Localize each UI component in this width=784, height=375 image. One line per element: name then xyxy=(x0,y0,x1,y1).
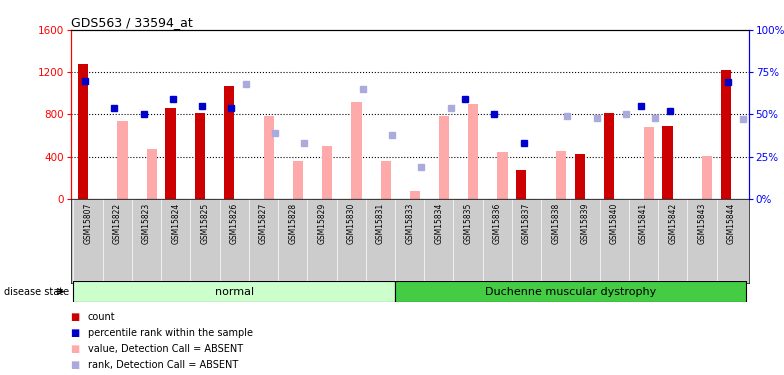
Bar xyxy=(322,146,332,199)
Bar xyxy=(395,281,746,302)
Bar xyxy=(468,104,478,199)
Text: GSM15841: GSM15841 xyxy=(639,203,648,244)
Text: normal: normal xyxy=(215,286,254,297)
Text: count: count xyxy=(88,312,115,322)
Text: ■: ■ xyxy=(71,360,80,370)
Bar xyxy=(644,127,654,199)
Text: GSM15834: GSM15834 xyxy=(434,203,444,244)
Text: ■: ■ xyxy=(71,312,80,322)
Text: GSM15836: GSM15836 xyxy=(493,203,502,244)
Text: GSM15828: GSM15828 xyxy=(289,203,297,244)
Bar xyxy=(575,154,585,199)
Bar xyxy=(78,64,88,199)
Text: GSM15831: GSM15831 xyxy=(376,203,385,244)
Text: GSM15837: GSM15837 xyxy=(522,203,531,244)
Bar xyxy=(498,152,508,199)
Text: GSM15830: GSM15830 xyxy=(347,203,356,244)
Text: GSM15807: GSM15807 xyxy=(84,203,93,244)
Bar xyxy=(74,281,395,302)
Bar xyxy=(720,70,731,199)
Bar xyxy=(118,121,128,199)
Bar xyxy=(702,156,713,199)
Text: GSM15823: GSM15823 xyxy=(142,203,151,244)
Text: GSM15839: GSM15839 xyxy=(580,203,590,244)
Text: GSM15825: GSM15825 xyxy=(201,203,209,244)
Bar xyxy=(380,161,390,199)
Text: rank, Detection Call = ABSENT: rank, Detection Call = ABSENT xyxy=(88,360,238,370)
Bar xyxy=(263,117,274,199)
Bar xyxy=(410,191,420,199)
Text: GSM15826: GSM15826 xyxy=(230,203,239,244)
Bar xyxy=(293,161,303,199)
Bar xyxy=(165,108,176,199)
Bar xyxy=(224,86,234,199)
Text: GSM15822: GSM15822 xyxy=(113,203,122,244)
Bar xyxy=(194,113,205,199)
Text: GSM15840: GSM15840 xyxy=(610,203,619,244)
Bar xyxy=(604,113,614,199)
Text: ■: ■ xyxy=(71,344,80,354)
Text: GSM15844: GSM15844 xyxy=(727,203,735,244)
Bar xyxy=(351,102,361,199)
Bar xyxy=(556,151,566,199)
Text: disease state: disease state xyxy=(4,286,69,297)
Text: Duchenne muscular dystrophy: Duchenne muscular dystrophy xyxy=(485,286,656,297)
Text: GSM15833: GSM15833 xyxy=(405,203,414,244)
Bar xyxy=(147,149,157,199)
Text: GSM15843: GSM15843 xyxy=(698,203,706,244)
Text: ■: ■ xyxy=(71,328,80,338)
Bar xyxy=(662,126,673,199)
Bar xyxy=(439,117,449,199)
Text: GSM15824: GSM15824 xyxy=(171,203,180,244)
Text: GSM15829: GSM15829 xyxy=(318,203,326,244)
Text: GSM15835: GSM15835 xyxy=(463,203,473,244)
Text: GDS563 / 33594_at: GDS563 / 33594_at xyxy=(71,16,192,29)
Bar xyxy=(516,170,526,199)
Text: value, Detection Call = ABSENT: value, Detection Call = ABSENT xyxy=(88,344,243,354)
Text: GSM15827: GSM15827 xyxy=(259,203,268,244)
Text: GSM15842: GSM15842 xyxy=(668,203,677,244)
Text: GSM15838: GSM15838 xyxy=(551,203,561,244)
Text: percentile rank within the sample: percentile rank within the sample xyxy=(88,328,252,338)
